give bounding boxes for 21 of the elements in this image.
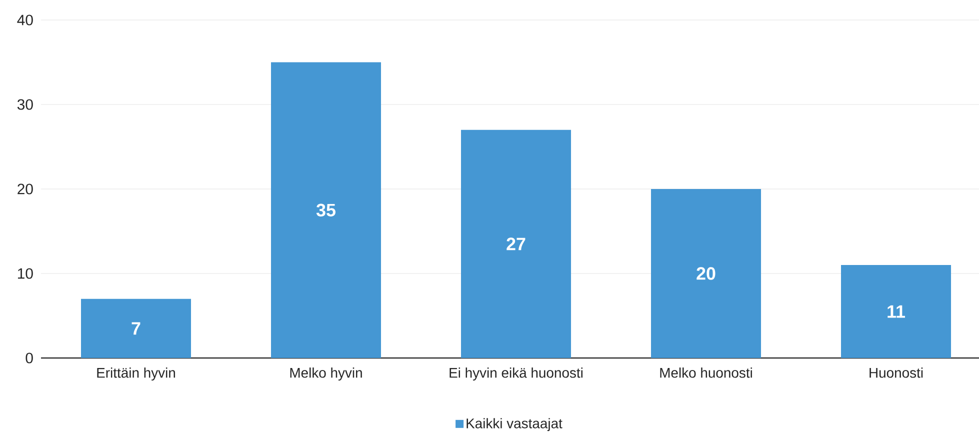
bar xyxy=(651,189,762,358)
y-tick-label: 10 xyxy=(18,268,33,279)
x-tick-label: Ei hyvin eikä huonosti xyxy=(450,368,582,381)
data-label: 20 xyxy=(696,267,716,280)
y-tick-label: 0 xyxy=(26,352,33,364)
y-tick-label: 30 xyxy=(17,99,33,110)
data-label: 7 xyxy=(132,322,140,335)
y-tick-label: 40 xyxy=(17,14,33,26)
bar xyxy=(461,130,572,358)
x-tick-label: Huonosti xyxy=(870,368,923,378)
x-tick-label: Erittäin hyvin xyxy=(97,368,176,381)
data-label: 11 xyxy=(888,305,905,318)
x-tick-label: Melko huonosti xyxy=(660,368,752,378)
bar xyxy=(81,298,192,358)
data-label: 35 xyxy=(316,204,336,216)
y-tick-label: 20 xyxy=(18,184,33,194)
x-tick-label: Melko hyvin xyxy=(290,368,362,381)
bar xyxy=(271,62,382,358)
legend-label: Kaikki vastaajat xyxy=(466,418,562,432)
data-label: 27 xyxy=(506,238,526,250)
bar xyxy=(841,265,952,358)
